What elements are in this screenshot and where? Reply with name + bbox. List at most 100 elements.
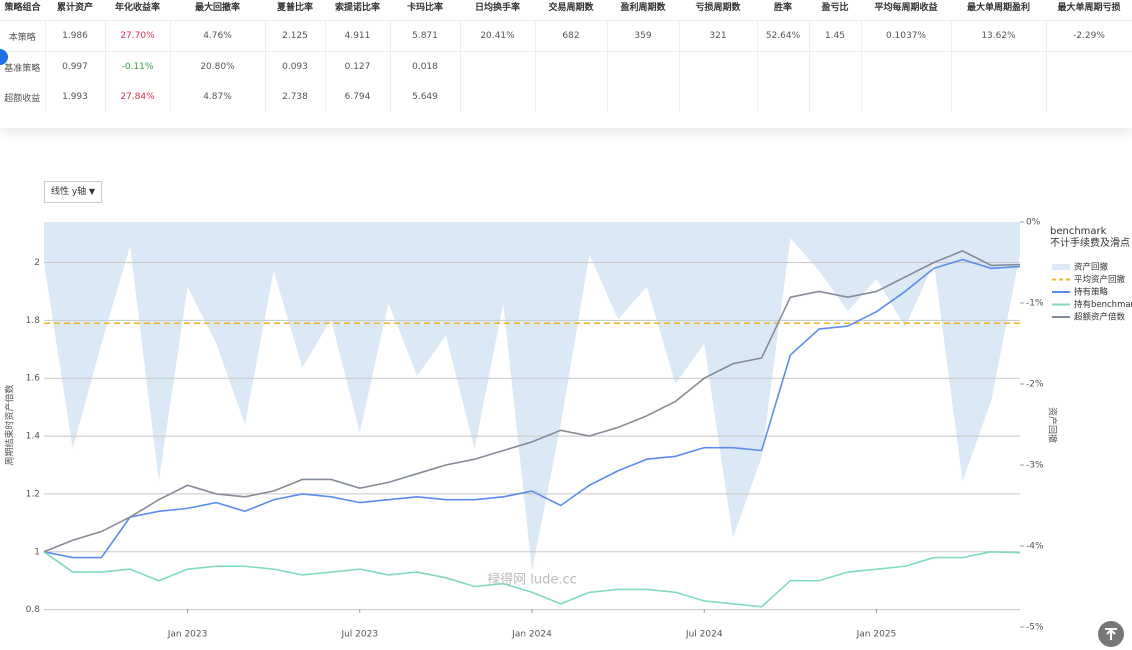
header-cell: 累计资产 [56, 3, 93, 13]
series-line [43, 250, 1021, 553]
plot [43, 222, 1021, 611]
header-cell: 日均换手率 [474, 3, 520, 13]
legend-subtitle: 不计手续费及滑点 [1050, 236, 1130, 249]
cell [951, 51, 1047, 82]
row-label: 超额收益 [0, 82, 46, 112]
legend-label: 超额资产倍数 [1074, 312, 1126, 323]
x-tick-label: Jan 2023 [167, 630, 208, 640]
y-tick-label: 1 [34, 547, 40, 557]
header-cell: 盈亏比 [821, 3, 849, 13]
header-cell: 交易周期数 [548, 3, 594, 13]
y2-tick-label: -2% [1026, 380, 1044, 390]
table-row: 基准策略 0.997 -0.11% 20.80% 0.093 0.127 0.018 [0, 51, 1132, 82]
cell: 321 [679, 20, 758, 52]
cell [679, 51, 758, 82]
header-cell: 卡玛比率 [406, 3, 443, 13]
cell: 359 [607, 20, 680, 52]
stats-panel: 策略组合 累计资产 年化收益率 最大回撤率 夏普比率 索提诺比率 卡玛比率 日均换手率 交易周期… [0, 0, 1132, 128]
cell [757, 51, 810, 82]
header-cell: 索提诺比率 [334, 3, 380, 13]
cell: 27.84% [105, 82, 171, 112]
y-tick-label: 1.6 [26, 374, 41, 384]
x-tick-label: Jan 2024 [511, 630, 552, 640]
header-cell: 亏损周期数 [695, 3, 741, 13]
dropdown-arrow: ▼ [88, 187, 95, 196]
scale-dropdown[interactable]: 线性 y轴 ▼ [44, 181, 102, 203]
legend-label: 平均资产回撤 [1074, 274, 1126, 285]
cell [757, 82, 810, 112]
cell: -2.29% [1046, 20, 1132, 52]
cell: 1.986 [45, 20, 106, 52]
header-cell: 盈利周期数 [620, 3, 666, 13]
scroll-top-button[interactable] [1098, 621, 1124, 647]
cell [679, 82, 758, 112]
watermark: 禄得网 lude.cc [487, 572, 577, 588]
legend-title: benchmark [1050, 226, 1107, 237]
series-line [43, 550, 1021, 608]
cell [607, 51, 680, 82]
header-row: 策略组合 累计资产 年化收益率 最大回撤率 夏普比率 索提诺比率 卡玛比率 日均换手率 交易周期… [0, 0, 1132, 21]
cell: 2.125 [265, 20, 326, 52]
cell: 4.76% [170, 20, 266, 52]
y-tick-label: 1.8 [26, 316, 41, 326]
cell: 6.794 [325, 82, 391, 112]
cell: 0.018 [390, 51, 461, 82]
cell: 27.70% [105, 20, 171, 52]
header-cell: 最大回撤率 [194, 3, 240, 13]
header-cell: 策略组合 [4, 3, 41, 13]
cell: 4.911 [325, 20, 391, 52]
cell: -0.11% [105, 51, 171, 82]
table-row: 本策略 1.986 27.70% 4.76% 2.125 4.911 5.871 20.41%… [0, 20, 1132, 52]
cell: 0.997 [45, 51, 106, 82]
series-line [43, 258, 1021, 559]
cell [861, 82, 952, 112]
y2-tick-label: -4% [1026, 542, 1044, 552]
y2-tick-label: 0% [1026, 218, 1041, 228]
x-tick-label: Jul 2024 [685, 630, 723, 640]
cell: 20.41% [460, 20, 536, 52]
y-axis-label: 周期结束时资产倍数 [4, 384, 16, 465]
row-label: 本策略 [0, 20, 46, 52]
x-tick-label: Jan 2025 [856, 630, 897, 640]
cell: 5.649 [390, 82, 461, 112]
cell: 1.993 [45, 82, 106, 112]
cell: 4.87% [170, 82, 266, 112]
header-cell: 年化收益率 [114, 3, 160, 13]
legend-label: 持有benchmark [1074, 299, 1132, 310]
y-tick-label: 0.8 [26, 605, 41, 615]
y2-axis-label: 资产回撤 [1047, 407, 1059, 443]
cell [861, 51, 952, 82]
cell [809, 82, 862, 112]
cell [1046, 51, 1132, 82]
y2-tick-label: -1% [1026, 299, 1044, 309]
table-row: 超额收益 1.993 27.84% 4.87% 2.738 6.794 5.649 [0, 82, 1132, 112]
dropdown-label: 线性 y轴 [51, 187, 87, 197]
y2-tick-label: -3% [1026, 461, 1044, 471]
header-cell: 胜率 [773, 3, 792, 13]
header-cell: 夏普比率 [276, 3, 313, 13]
stats-table: 策略组合 累计资产 年化收益率 最大回撤率 夏普比率 索提诺比率 卡玛比率 日均换手率 交易周期… [0, 0, 1132, 112]
cell [951, 82, 1047, 112]
side-handle[interactable] [0, 49, 8, 65]
cell [535, 82, 608, 112]
cell: 682 [535, 20, 608, 52]
cell: 0.093 [265, 51, 326, 82]
y-tick-label: 1.4 [26, 432, 41, 442]
cell [460, 82, 536, 112]
cell: 52.64% [757, 20, 810, 52]
header-cell: 最大单周期亏损 [1057, 3, 1121, 13]
header-cell: 最大单周期盈利 [966, 3, 1030, 13]
cell [535, 51, 608, 82]
legend-label: 资产回撤 [1074, 262, 1109, 273]
cell: 20.80% [170, 51, 266, 82]
cell [460, 51, 536, 82]
cell: 0.127 [325, 51, 391, 82]
cell: 1.45 [809, 20, 862, 52]
header-cell: 平均每周期收益 [874, 3, 938, 13]
cell: 2.738 [265, 82, 326, 112]
cell: 0.1037% [861, 20, 952, 52]
y2-tick-label: -5% [1026, 623, 1044, 633]
legend-swatch [1052, 264, 1070, 270]
y-tick-label: 2 [34, 258, 40, 268]
